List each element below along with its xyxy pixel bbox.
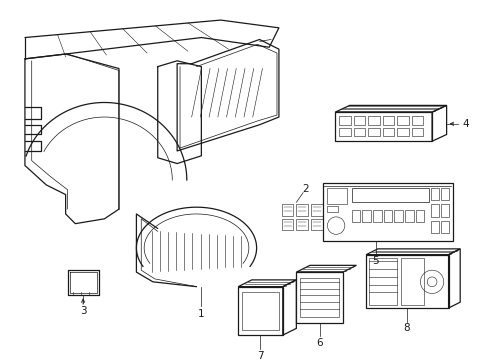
Text: 7: 7 bbox=[257, 351, 263, 360]
Text: 2: 2 bbox=[302, 184, 309, 194]
Text: 1: 1 bbox=[198, 309, 204, 319]
Text: 6: 6 bbox=[316, 338, 322, 348]
Text: 3: 3 bbox=[80, 306, 86, 316]
Text: 8: 8 bbox=[403, 323, 409, 333]
Text: 5: 5 bbox=[372, 256, 378, 266]
Text: 4: 4 bbox=[461, 119, 468, 129]
